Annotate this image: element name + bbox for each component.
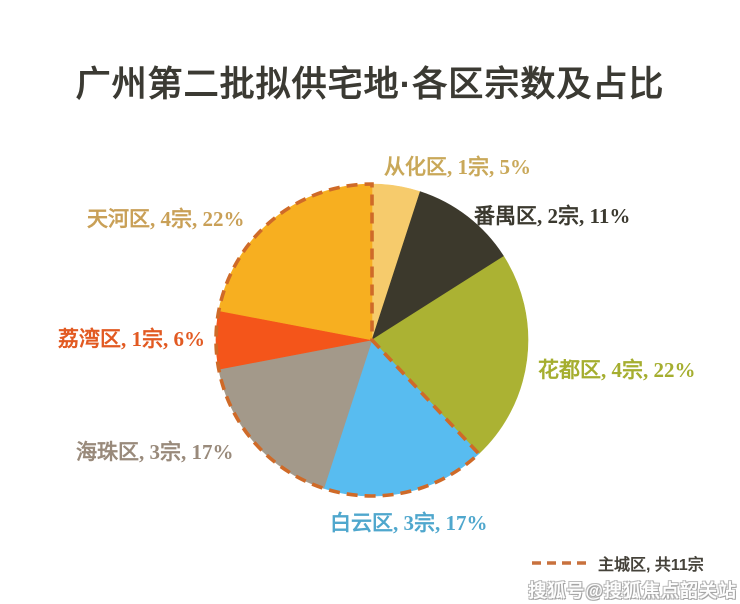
slice-label-panyu: 番禺区, 2宗, 11%: [474, 204, 631, 228]
slice-label-tianhe: 天河区, 4宗, 22%: [87, 207, 245, 231]
slice-label-haizhu: 海珠区, 3宗, 17%: [76, 440, 234, 464]
slice-label-huadu: 花都区, 4宗, 22%: [538, 358, 696, 382]
watermark: 搜狐号@搜狐焦点韶关站: [528, 581, 737, 601]
pie-slice-huadu: [371, 255, 529, 455]
page-title: 广州第二批拟供宅地·各区宗数及占比: [75, 65, 665, 104]
slice-label-liwan: 荔湾区, 1宗, 6%: [58, 327, 205, 351]
slice-label-conghua: 从化区, 1宗, 5%: [384, 155, 531, 179]
legend: 主城区, 共11宗: [531, 551, 704, 575]
main-districts-dashed-outline: [214, 182, 482, 498]
legend-dash-icon: [532, 561, 586, 565]
pie-slice-panyu: [371, 191, 505, 341]
legend-label: 主城区, 共11宗: [598, 557, 704, 574]
slice-label-baiyun: 白云区, 3宗, 17%: [330, 511, 488, 535]
